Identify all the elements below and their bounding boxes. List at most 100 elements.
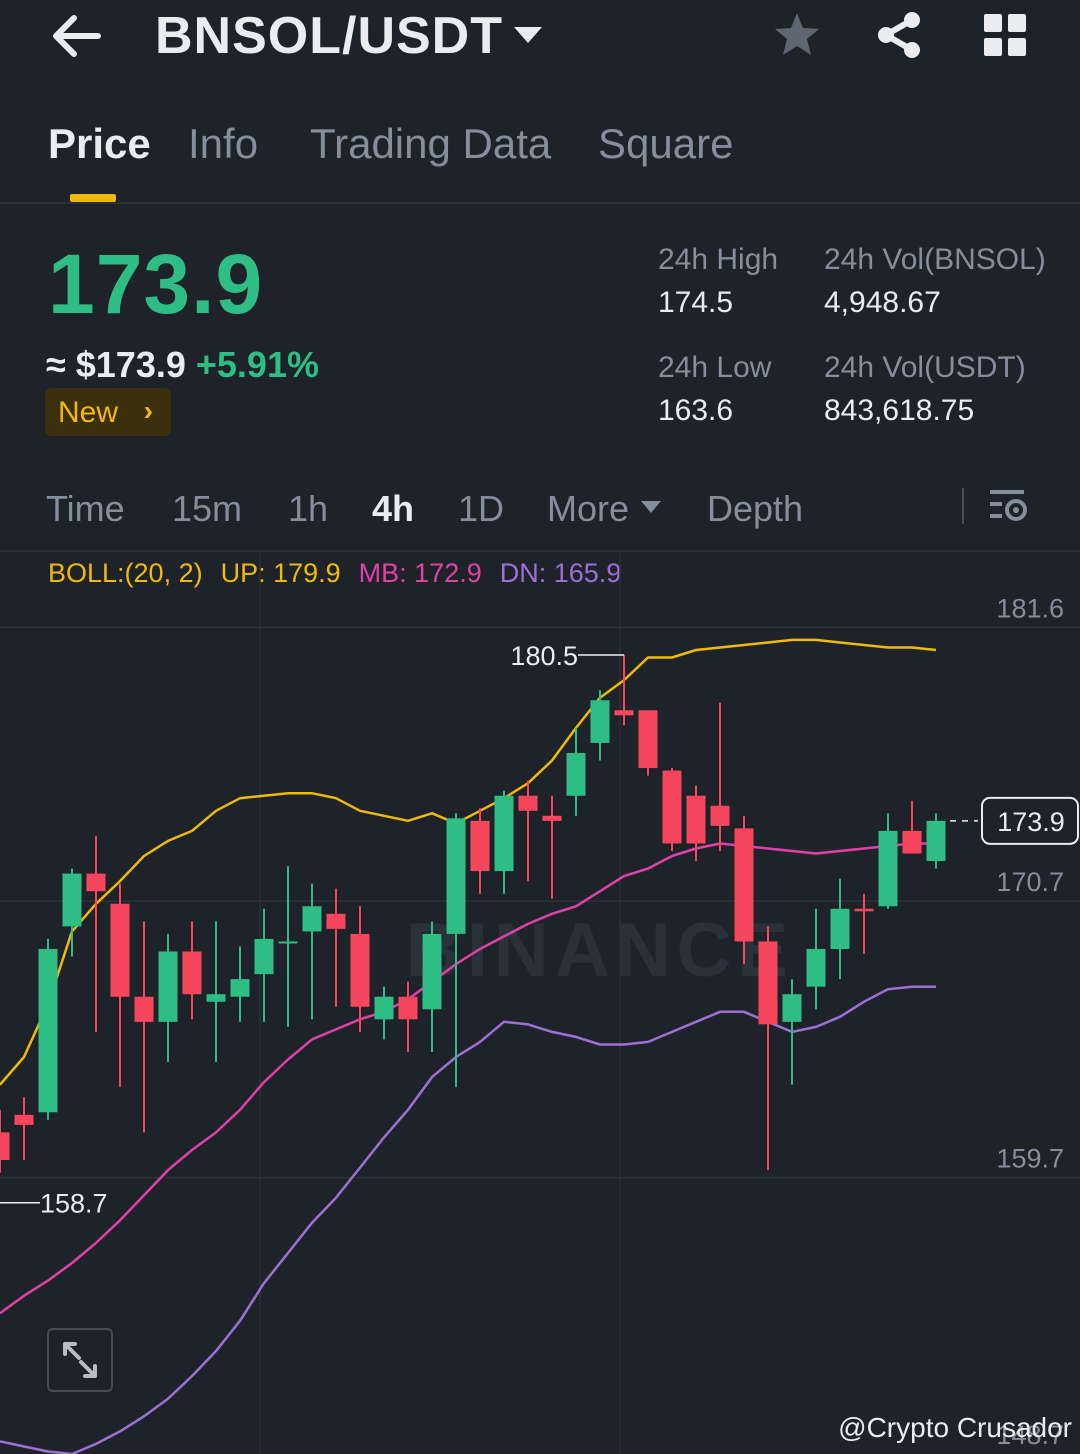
- candlestick-chart[interactable]: BINANCE 181.6 170.7 159.7 148.7 180.5 158.7 17…: [0, 552, 1080, 1454]
- candle-body: [878, 830, 898, 907]
- low-marker-label: 158.7: [40, 1189, 108, 1219]
- boll-dn-value: DN: 165.9: [499, 558, 622, 588]
- tf-15m[interactable]: 15m: [172, 488, 243, 529]
- top-bar: BNSOL/USDT: [0, 0, 1080, 90]
- candles: [0, 655, 946, 1173]
- candle-body: [206, 994, 226, 1002]
- candle-bullish: [158, 933, 178, 1063]
- low-24h-value: 163.6: [658, 394, 734, 427]
- candle-body: [0, 1132, 10, 1161]
- expand-icon: [63, 1342, 97, 1378]
- candle-bearish: [854, 893, 874, 955]
- candle-body: [278, 941, 298, 944]
- candle-bearish: [614, 655, 634, 726]
- candle-body: [926, 820, 946, 862]
- tab-info[interactable]: Info: [188, 120, 259, 167]
- new-badge[interactable]: New ›: [45, 388, 171, 436]
- candle-body: [38, 948, 58, 1113]
- candle-body: [806, 948, 826, 987]
- grid-menu-icon[interactable]: [982, 12, 1028, 58]
- main-tabs: Price Info Trading Data Square: [0, 120, 1080, 204]
- candle-bearish: [686, 785, 706, 862]
- y-axis-tick-label: 148.7: [996, 1420, 1064, 1450]
- candle-body: [518, 795, 538, 811]
- candle-bearish: [542, 795, 562, 899]
- tab-square[interactable]: Square: [598, 120, 734, 167]
- pair-dropdown-icon[interactable]: [512, 24, 544, 46]
- share-icon[interactable]: [874, 10, 924, 60]
- tf-4h[interactable]: 4h: [372, 488, 415, 529]
- chart-labels: 181.6 170.7 159.7 148.7 180.5 158.7 173.9: [0, 593, 1079, 1450]
- candle-bearish: [758, 926, 778, 1171]
- candle-bullish: [830, 878, 850, 980]
- last-price-tag: [981, 796, 1079, 845]
- tf-more[interactable]: More: [547, 488, 630, 529]
- chart-grid: [0, 552, 1080, 1454]
- candle-bullish: [806, 908, 826, 1010]
- chevron-right-icon: ›: [143, 395, 153, 426]
- candle-bearish: [518, 780, 538, 882]
- candle-bullish: [302, 883, 322, 1020]
- candle-bullish: [254, 908, 274, 1022]
- candle-body: [182, 951, 202, 995]
- boll-lower-line: [0, 985, 936, 1454]
- favorite-star-icon[interactable]: [772, 10, 822, 60]
- candle-body: [494, 795, 514, 872]
- candle-bullish: [206, 921, 226, 1063]
- candle-bearish: [134, 921, 154, 1133]
- price-change-percent: +5.91%: [195, 344, 319, 385]
- candle-body: [326, 913, 346, 929]
- chart-settings-icon[interactable]: [988, 486, 1030, 526]
- candle-bullish: [38, 938, 58, 1120]
- tab-trading-data[interactable]: Trading Data: [310, 120, 552, 167]
- candle-body: [14, 1114, 34, 1125]
- boll-up-value: UP: 179.9: [220, 558, 341, 588]
- candle-bearish: [470, 808, 490, 894]
- boll-params: BOLL:(20, 2): [48, 558, 203, 588]
- y-axis-tick-label: 170.7: [996, 867, 1064, 897]
- candle-body: [902, 830, 922, 854]
- candle-bearish: [902, 800, 922, 854]
- candle-bearish: [710, 702, 730, 851]
- candle-bullish: [590, 690, 610, 761]
- tab-price[interactable]: Price: [48, 120, 151, 167]
- candle-bullish: [278, 866, 298, 1027]
- candle-body: [110, 903, 130, 997]
- tf-1d[interactable]: 1D: [458, 488, 505, 529]
- candle-bearish: [110, 883, 130, 1088]
- last-price-label: 173.9: [997, 807, 1065, 837]
- candle-body: [854, 908, 874, 912]
- candle-bearish: [0, 1109, 10, 1173]
- candle-body: [662, 770, 682, 844]
- candle-body: [710, 805, 730, 826]
- candle-body: [134, 996, 154, 1022]
- candle-body: [470, 820, 490, 872]
- tf-depth[interactable]: Depth: [707, 488, 804, 529]
- candle-body: [422, 933, 442, 1010]
- timeframe-bar: Time 15m 1h 4h 1D More Depth: [0, 472, 1080, 552]
- y-axis-tick-label: 159.7: [996, 1144, 1064, 1174]
- tf-time[interactable]: Time: [46, 488, 125, 529]
- candle-bearish: [14, 1097, 34, 1161]
- expand-chart-button[interactable]: [47, 1328, 113, 1392]
- pair-title[interactable]: BNSOL/USDT: [155, 7, 503, 65]
- more-caret-icon[interactable]: [640, 500, 662, 514]
- candle-body: [350, 933, 370, 1007]
- candle-bullish: [446, 813, 466, 1088]
- tf-1h[interactable]: 1h: [288, 488, 329, 529]
- active-tab-indicator: [70, 194, 116, 202]
- candle-body: [446, 818, 466, 934]
- candle-bullish: [878, 813, 898, 909]
- candle-body: [590, 700, 610, 743]
- candle-bullish: [230, 946, 250, 1022]
- candle-body: [686, 795, 706, 844]
- candle-body: [398, 996, 418, 1020]
- candle-body: [542, 815, 562, 821]
- candle-body: [614, 710, 634, 716]
- back-arrow-icon[interactable]: [48, 14, 104, 58]
- low-24h-label: 24h Low: [658, 351, 772, 384]
- vol-base-label: 24h Vol(BNSOL): [824, 243, 1046, 276]
- candle-bullish: [422, 921, 442, 1052]
- high-marker-label: 180.5: [510, 641, 578, 671]
- candle-body: [566, 753, 586, 796]
